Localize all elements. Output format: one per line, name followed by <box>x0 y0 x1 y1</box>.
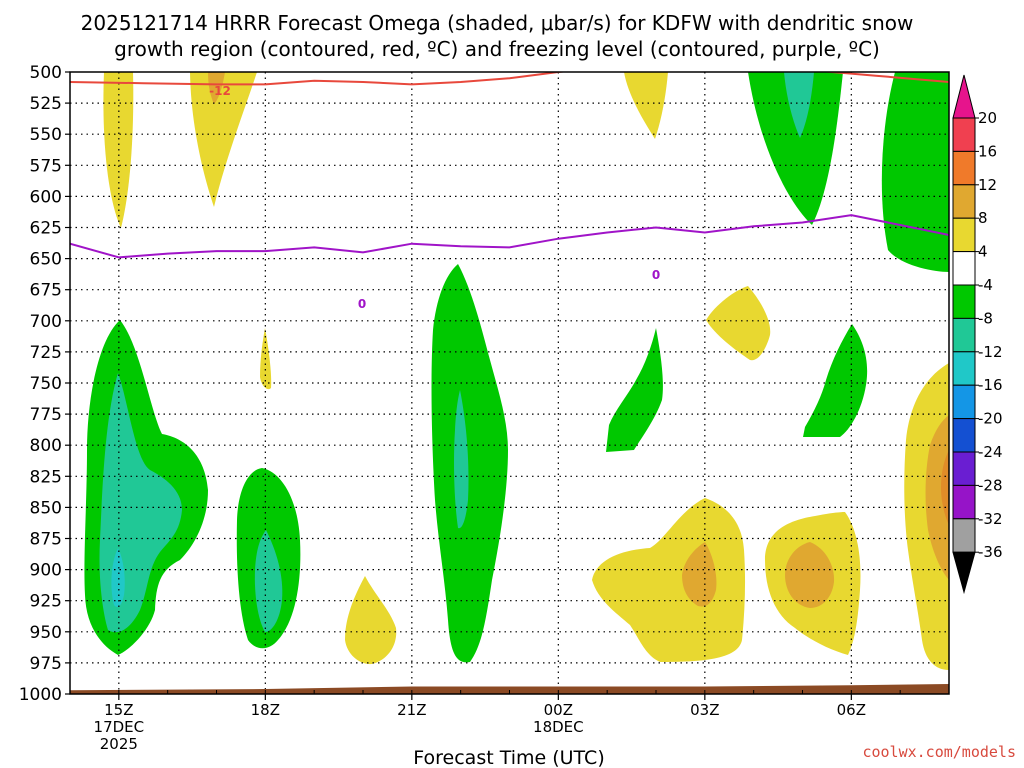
colorbar-label: -4 <box>978 276 993 294</box>
y-tick-label: 925 <box>30 592 62 612</box>
y-tick-label: 625 <box>30 219 62 239</box>
y-tick-label: 775 <box>30 405 62 425</box>
freezing-level-label: 0 <box>652 268 660 282</box>
colorbar-swatch <box>952 418 976 453</box>
colorbar-swatch <box>952 184 976 219</box>
freezing-level-contour-line <box>70 214 949 259</box>
colorbar-swatch <box>952 284 976 319</box>
x-tick-label: 15Z <box>104 701 133 719</box>
omega-shading <box>84 72 949 670</box>
x-tick-label: 06Z <box>837 701 866 719</box>
colorbar-label: -12 <box>978 343 1003 361</box>
y-axis: 500 525 550 575 600 625 650 675 700 725 750 775 800 8… <box>19 63 70 705</box>
x-tick-label: 18DEC <box>533 718 584 736</box>
colorbar-swatch <box>952 451 976 486</box>
colorbar-label: -8 <box>978 309 993 327</box>
colorbar-swatch <box>952 150 976 186</box>
y-tick-label: 875 <box>30 530 62 550</box>
colorbar-label: 16 <box>978 142 997 160</box>
omega-rising-area <box>941 450 949 525</box>
y-tick-label: 950 <box>30 623 62 643</box>
colorbar-swatch <box>952 217 976 253</box>
credit-text: coolwx.com/models <box>862 743 1016 761</box>
colorbar-bottom-triangle <box>952 551 976 595</box>
omega-rising-area <box>208 72 225 104</box>
dgz-contour-line <box>70 72 949 86</box>
dgz-contour-label: -12 <box>209 84 231 98</box>
plot-area: -12 0 0 <box>69 71 950 695</box>
colorbar-label: -16 <box>978 376 1003 394</box>
omega-sinking-area <box>881 72 949 272</box>
x-tick-label: 18Z <box>251 701 280 719</box>
colorbar-swatch <box>952 351 976 386</box>
omega-sinking-area <box>606 328 663 452</box>
omega-sinking-area <box>254 530 283 632</box>
y-tick-label: 825 <box>30 467 62 487</box>
y-tick-label: 800 <box>30 436 62 456</box>
omega-rising-area <box>624 72 668 139</box>
omega-sinking-area <box>748 72 843 225</box>
terrain-fill <box>70 684 949 694</box>
omega-sinking-area <box>784 72 814 138</box>
x-tick-label: 21Z <box>397 701 426 719</box>
omega-rising-area <box>682 542 717 607</box>
colorbar-swatch <box>952 117 976 152</box>
colorbar-label: -28 <box>978 476 1003 494</box>
colorbar-swatch <box>952 317 976 353</box>
grid-lines <box>70 72 949 694</box>
colorbar-label: -32 <box>978 510 1003 528</box>
y-tick-label: 725 <box>30 343 62 363</box>
colorbar-swatch <box>952 384 976 420</box>
colorbar-label: -20 <box>978 410 1003 428</box>
colorbar-label: 8 <box>978 209 988 227</box>
omega-rising-area <box>345 576 397 665</box>
colorbar-label: 12 <box>978 176 997 194</box>
y-tick-label: 650 <box>30 250 62 270</box>
omega-rising-area <box>190 72 257 207</box>
colorbar-label: 4 <box>978 243 988 261</box>
colorbar-swatch <box>952 518 976 553</box>
freezing-level-label: 0 <box>358 297 366 311</box>
x-axis-label: Forecast Time (UTC) <box>413 747 604 768</box>
colorbar-label: -24 <box>978 443 1003 461</box>
omega-rising-area <box>592 498 746 662</box>
y-tick-label: 850 <box>30 498 62 518</box>
x-tick-label: 2025 <box>100 735 138 753</box>
y-tick-label: 975 <box>30 654 62 674</box>
colorbar-swatch <box>952 251 976 286</box>
y-tick-label: 900 <box>30 561 62 581</box>
omega-sinking-area <box>431 264 508 663</box>
x-tick-label: 03Z <box>690 701 719 719</box>
y-tick-label: 575 <box>30 156 62 176</box>
colorbar: 20 16 12 8 4 -4 -8 -12 -16 -20 -24 -28 -32 -36 <box>952 74 1003 595</box>
chart-title-line2: growth region (contoured, red, ºC) and f… <box>114 37 880 61</box>
colorbar-label: -36 <box>978 543 1003 561</box>
y-tick-label: 525 <box>30 94 62 114</box>
colorbar-top-triangle <box>952 74 976 119</box>
x-tick-label: 17DEC <box>94 718 145 736</box>
y-tick-label: 500 <box>30 63 62 83</box>
colorbar-label: 20 <box>978 109 997 127</box>
y-tick-label: 700 <box>30 312 62 332</box>
y-tick-label: 600 <box>30 187 62 207</box>
x-tick-label: 00Z <box>544 701 573 719</box>
chart-title-line1: 2025121714 HRRR Forecast Omega (shaded, … <box>81 11 914 35</box>
y-tick-label: 750 <box>30 374 62 394</box>
y-tick-label: 550 <box>30 125 62 145</box>
omega-sinking-area <box>454 390 469 529</box>
omega-sinking-area <box>111 548 125 607</box>
omega-rising-area <box>925 415 949 580</box>
y-tick-label: 675 <box>30 281 62 301</box>
omega-rising-area <box>706 286 771 361</box>
colorbar-swatch <box>952 484 976 520</box>
omega-rising-area <box>785 542 835 608</box>
y-tick-label: 1000 <box>19 685 62 705</box>
